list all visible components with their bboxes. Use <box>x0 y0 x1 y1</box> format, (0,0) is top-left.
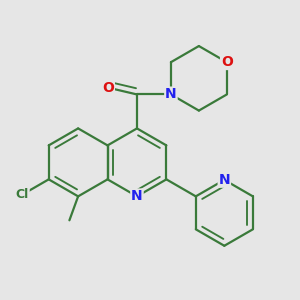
Text: O: O <box>221 55 233 69</box>
Text: N: N <box>165 87 177 101</box>
Text: N: N <box>131 189 143 203</box>
Text: Cl: Cl <box>16 188 29 201</box>
Text: O: O <box>102 81 114 95</box>
Text: N: N <box>218 173 230 187</box>
